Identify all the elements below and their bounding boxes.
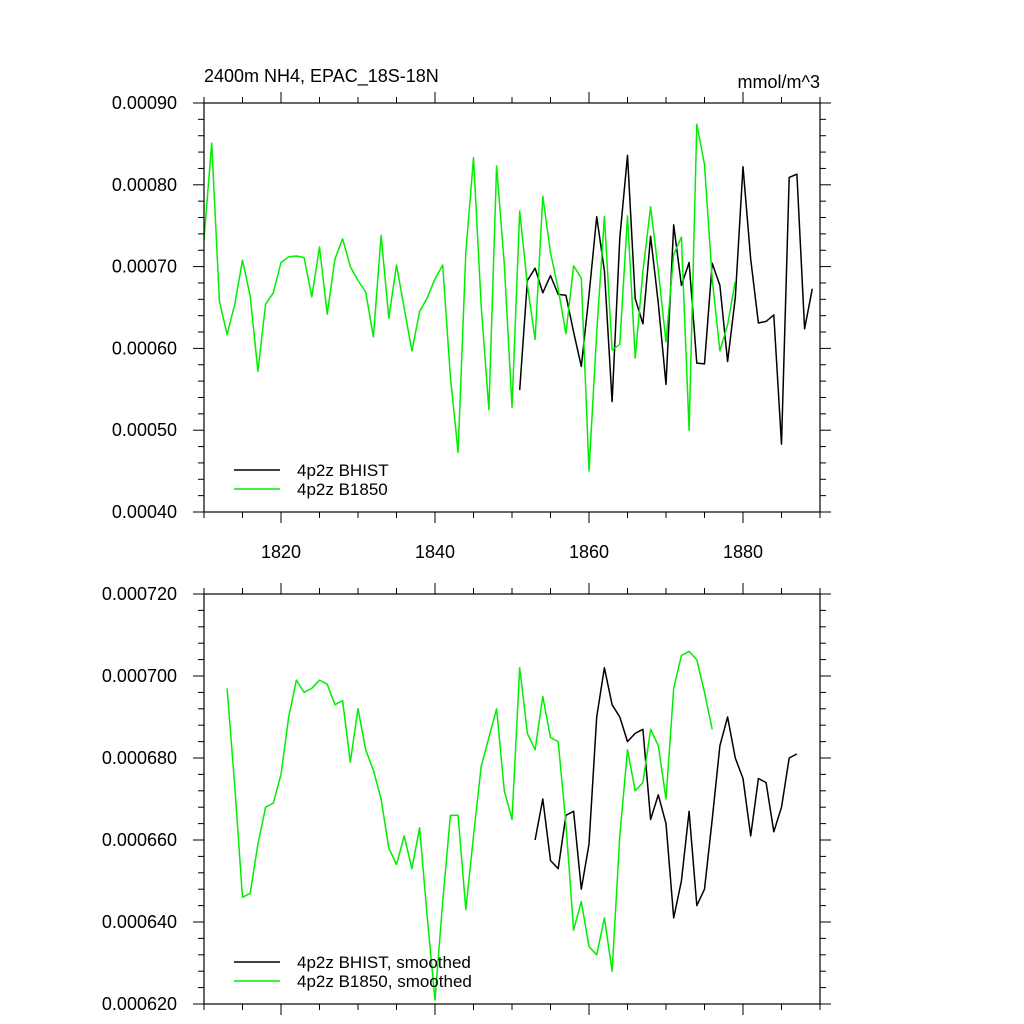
top-panel-series [203,123,814,472]
bottom-panel: 0.000620 0.000640 0.000660 0.000680 0.000700… [102,583,831,1015]
y-tick-label: 0.000700 [102,666,177,686]
bottom-panel-ticks [193,583,831,1015]
x-tick-label: 1820 [261,542,301,562]
y-tick-label: 0.00070 [112,257,177,277]
bottom-panel-frame [203,593,821,1005]
legend-label: 4p2z BHIST, smoothed [297,953,471,972]
top-panel-ticks [193,92,831,523]
legend-label: 4p2z BHIST [297,461,389,480]
series-line-bhist [518,154,814,445]
top-panel-units: mmol/m^3 [738,72,820,92]
y-tick-label: 0.00050 [112,420,177,440]
top-panel-frame [203,102,821,513]
y-tick-label: 0.000640 [102,912,177,932]
y-tick-label: 0.000660 [102,830,177,850]
series-line-b1850 [226,650,713,1001]
y-tick-label: 0.00090 [112,93,177,113]
top-panel: 2400m NH4, EPAC_18S-18N mmol/m^3 0.00040… [112,66,831,562]
y-tick-label: 0.000680 [102,748,177,768]
y-tick-label: 0.000620 [102,994,177,1014]
bottom-panel-series [226,650,798,1001]
legend-label: 4p2z B1850 [297,480,388,499]
top-panel-x-tick-labels: 1820 1840 1860 1880 [261,542,763,562]
x-tick-label: 1860 [569,542,609,562]
bottom-panel-y-tick-labels: 0.000620 0.000640 0.000660 0.000680 0.000700… [102,584,177,1014]
legend-label: 4p2z B1850, smoothed [297,972,472,991]
x-tick-label: 1880 [723,542,763,562]
top-panel-y-tick-labels: 0.00040 0.00050 0.00060 0.00070 0.00080 0.000… [112,93,177,522]
top-panel-title: 2400m NH4, EPAC_18S-18N [204,66,439,87]
series-line-bhist [534,667,798,919]
y-tick-label: 0.00080 [112,175,177,195]
x-tick-label: 1840 [415,542,455,562]
y-tick-label: 0.00040 [112,502,177,522]
y-tick-label: 0.00060 [112,338,177,358]
series-line-b1850 [203,123,737,472]
y-tick-label: 0.000720 [102,584,177,604]
